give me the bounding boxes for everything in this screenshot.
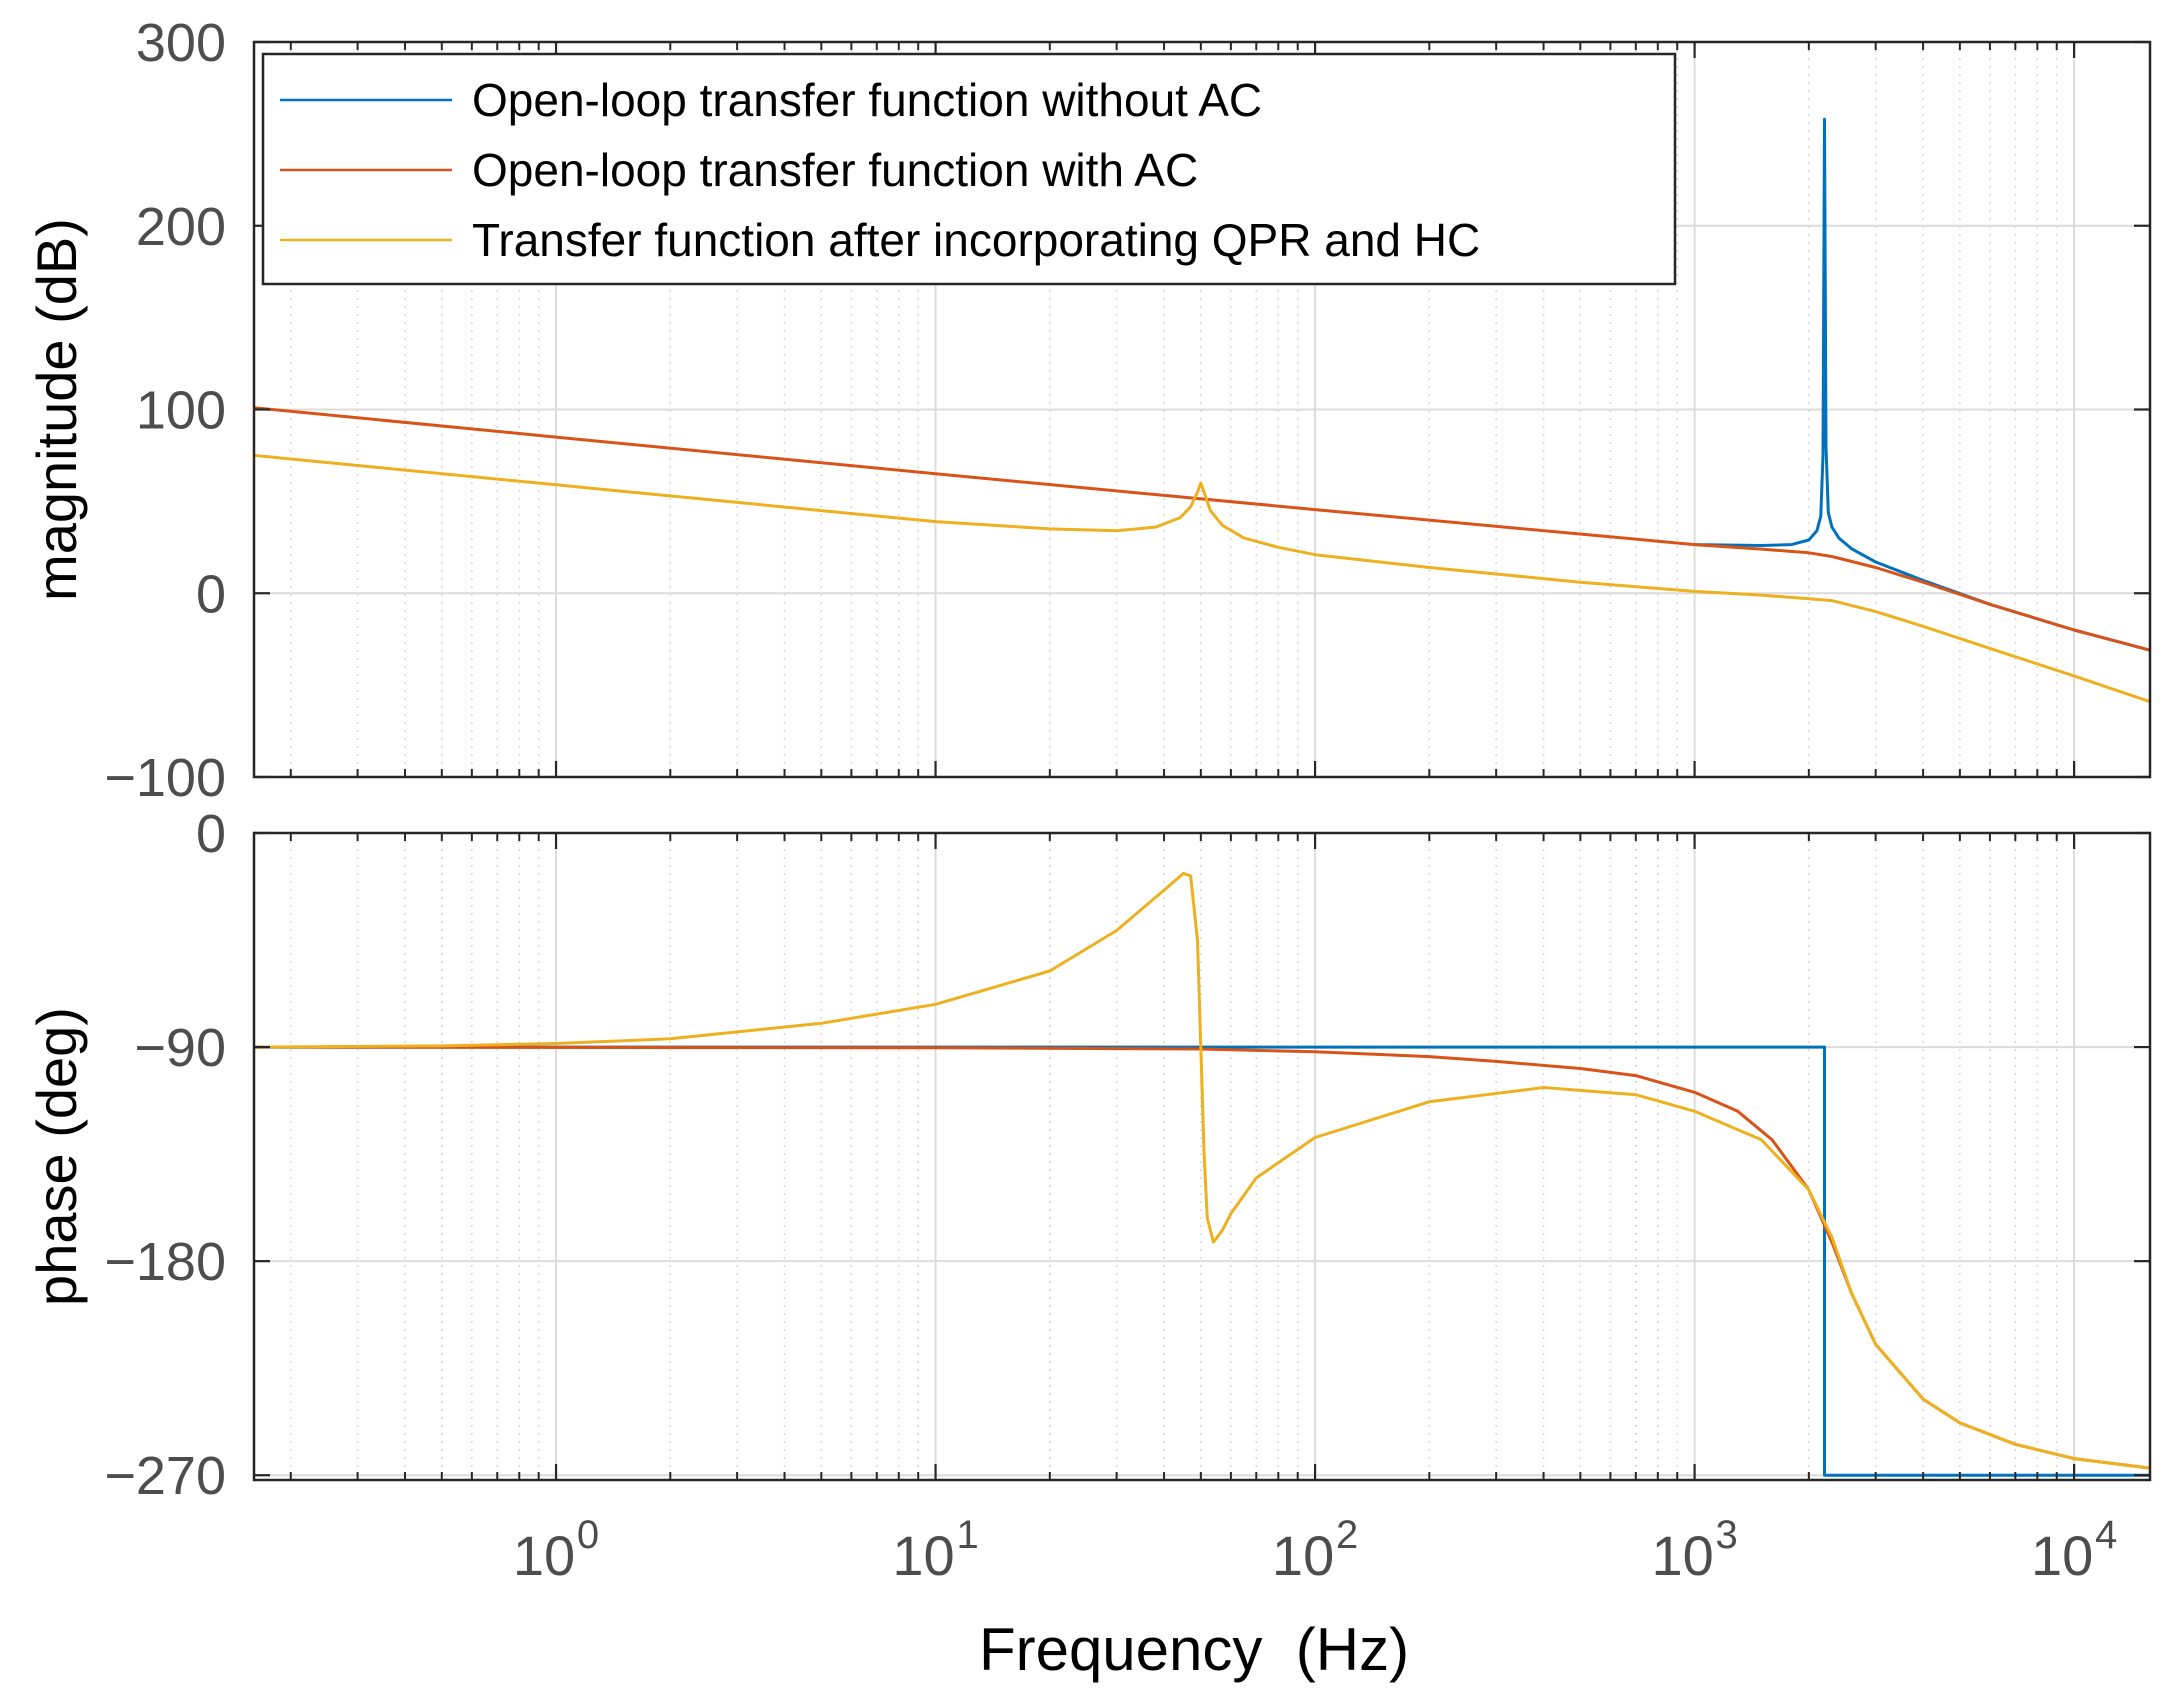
ytick-label: 0 bbox=[196, 564, 226, 624]
xtick-label: 10 bbox=[1272, 1524, 1334, 1587]
ytick-label: 0 bbox=[196, 804, 226, 864]
legend: Open-loop transfer function without AC O… bbox=[261, 52, 1677, 286]
series-line-3 bbox=[253, 871, 2151, 1470]
xtick-exponent: 0 bbox=[577, 1513, 599, 1557]
ytick-label: 300 bbox=[136, 13, 226, 73]
xtick-label: 10 bbox=[513, 1524, 575, 1587]
phase-ytick-labels: 0 −90 −180 −270 bbox=[104, 804, 226, 1506]
phase-series-lines bbox=[253, 871, 2151, 1477]
magnitude-plot-frame bbox=[252, 40, 2152, 779]
legend-entry-qpr-hc: Transfer function after incorporating QP… bbox=[472, 214, 1480, 266]
ytick-label: −100 bbox=[104, 748, 226, 808]
xtick-label: 10 bbox=[2031, 1524, 2093, 1587]
frequency-tick-labels: 10 0 10 1 10 2 10 3 10 4 bbox=[513, 1513, 2117, 1587]
legend-entry-with-ac: Open-loop transfer function with AC bbox=[472, 144, 1198, 196]
xtick-label: 10 bbox=[892, 1524, 954, 1587]
xtick-label: 10 bbox=[1651, 1524, 1713, 1587]
series-line-3 bbox=[253, 453, 2151, 704]
xtick-exponent: 4 bbox=[2095, 1513, 2117, 1557]
ytick-label: −180 bbox=[104, 1232, 226, 1292]
magnitude-plot: 300 200 100 0 −100 magnitude (dB) Open-loop … bbox=[25, 13, 2152, 808]
xtick-exponent: 1 bbox=[956, 1513, 978, 1557]
legend-box bbox=[261, 52, 1677, 286]
phase-plot-frame bbox=[252, 831, 2152, 1482]
ytick-label: 200 bbox=[136, 197, 226, 257]
series-line-2 bbox=[253, 406, 2151, 652]
phase-plot: 0−90−180−270 10 0 10 1 10 2 10 3 10 4 phase (deg)… bbox=[25, 804, 2152, 1683]
magnitude-series-lines bbox=[253, 117, 2151, 704]
legend-entry-without-ac: Open-loop transfer function without AC bbox=[472, 74, 1262, 126]
magnitude-ylabel: magnitude (dB) bbox=[25, 218, 88, 601]
xtick-exponent: 2 bbox=[1336, 1513, 1358, 1557]
ytick-label: 100 bbox=[136, 381, 226, 441]
ytick-label: −90 bbox=[134, 1018, 226, 1078]
magnitude-ticks bbox=[254, 40, 2150, 779]
xtick-exponent: 3 bbox=[1715, 1513, 1737, 1557]
phase-ylabel: phase (deg) bbox=[25, 1007, 88, 1306]
magnitude-ytick-labels: 300 200 100 0 −100 bbox=[104, 13, 226, 808]
frequency-xlabel: Frequency (Hz) bbox=[979, 1616, 1409, 1683]
ytick-label: −270 bbox=[104, 1446, 226, 1506]
